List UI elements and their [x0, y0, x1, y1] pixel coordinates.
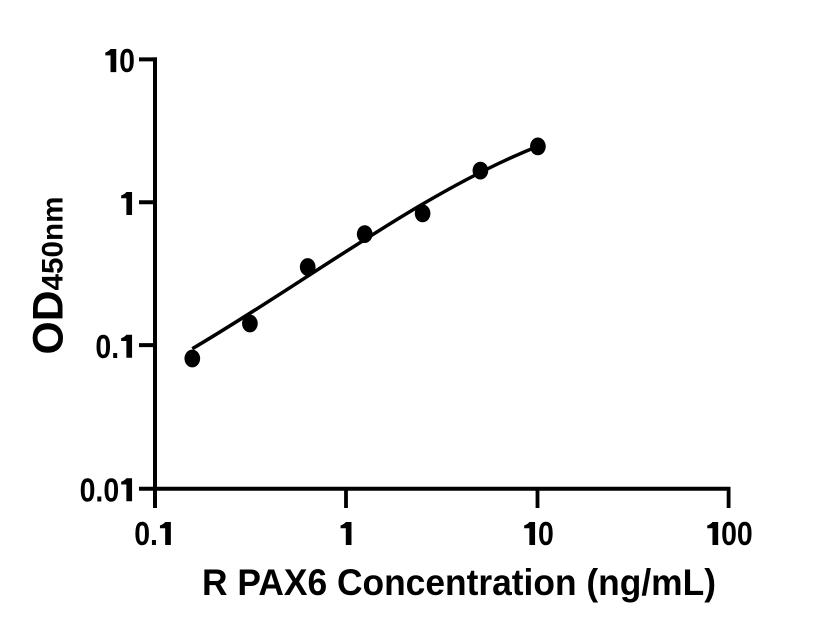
svg-text:R PAX6 Concentration (ng/mL): R PAX6 Concentration (ng/mL) [202, 561, 716, 603]
svg-text:0.0: 0.0 [80, 471, 120, 509]
svg-text:0.: 0. [95, 328, 119, 366]
svg-text:0: 0 [119, 42, 135, 80]
svg-text:0: 0 [538, 515, 554, 553]
svg-text:00: 00 [721, 515, 753, 553]
svg-text:0.: 0. [134, 515, 158, 553]
